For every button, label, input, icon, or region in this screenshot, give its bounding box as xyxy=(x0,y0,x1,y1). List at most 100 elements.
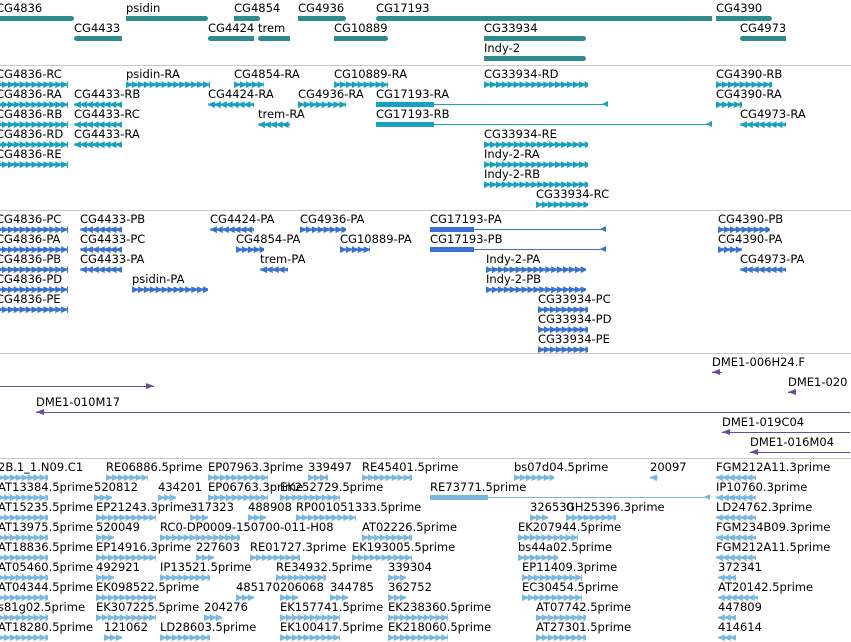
feature-ests[interactable]: RE06886.5prime▶▶▶▶▶▶▶▶ xyxy=(106,461,211,483)
feature-proteins[interactable]: trem-PA ◀◀◀◀◀ xyxy=(260,253,313,275)
feature-ests[interactable]: AT13975.5prime▶▶▶▶▶▶▶▶▶▶ xyxy=(0,521,103,543)
feature-proteins[interactable]: CG10889-PA▶▶▶▶▶▶ xyxy=(340,233,415,255)
feature-ests[interactable]: bs07d04.5prime▶▶▶▶▶▶▶▶ xyxy=(514,461,619,483)
feature-transcripts[interactable]: CG4424-RA◀◀◀◀◀◀◀◀◀ xyxy=(208,88,276,110)
feature-ests[interactable]: LD28603.5prime▶▶▶▶▶▶▶▶▶▶ xyxy=(160,621,265,642)
feature-ests[interactable]: FGM212A11.5prime◀◀◀◀◀◀◀◀ xyxy=(716,541,836,563)
feature-genes[interactable]: trem xyxy=(258,22,290,42)
feature-genes[interactable]: CG10889 xyxy=(334,22,388,42)
feature-ests[interactable]: EP07963.3prime▶▶▶▶▶▶▶▶▶▶▶▶ xyxy=(208,461,313,483)
feature-genes[interactable]: Indy-2 xyxy=(484,42,586,62)
feature-ests[interactable]: AT13384.5prime▶▶▶▶▶▶▶▶▶▶ xyxy=(0,481,103,503)
feature-genes[interactable]: CG4424 xyxy=(208,22,254,42)
feature-ests[interactable]: RE45401.5prime▶▶▶▶▶▶▶▶▶▶ xyxy=(362,461,467,483)
feature-ests[interactable]: RC0-DP0009-150700-011-H08▶▶▶▶▶▶▶▶▶▶▶▶▶▶▶… xyxy=(160,521,348,543)
feature-ests[interactable]: EK207944.5prime▶▶▶▶▶▶▶▶▶▶▶▶ xyxy=(518,521,631,543)
feature-proteins[interactable]: CG4836-PC▶▶▶▶▶▶▶▶▶▶▶▶▶▶ xyxy=(0,213,68,235)
feature-ests[interactable]: EK157741.5prime▶▶▶▶▶▶▶▶▶▶▶▶ xyxy=(280,601,393,623)
feature-proteins[interactable]: CG33934-PC▶▶▶▶▶▶▶▶▶▶ xyxy=(538,293,613,315)
feature-genes[interactable]: CG4854 xyxy=(234,2,280,22)
feature-ests[interactable]: EP21243.3prime▶▶▶▶▶▶▶▶▶▶▶▶ xyxy=(96,501,201,523)
feature-ests[interactable]: 227603 ▶▶▶ xyxy=(196,541,241,563)
feature-genes[interactable]: CG17193 xyxy=(376,2,712,22)
feature-clones[interactable]: DME1-006H24.F xyxy=(712,356,810,376)
feature-ests[interactable]: AT04344.5prime▶▶▶▶▶▶▶▶▶▶ xyxy=(0,581,103,603)
feature-transcripts[interactable]: CG4836-RA▶▶▶▶▶▶▶▶▶▶▶▶▶▶ xyxy=(0,88,68,110)
feature-ests[interactable]: 372341 ◀◀◀ xyxy=(718,561,763,583)
feature-ests[interactable]: AT05460.5prime▶▶▶▶▶▶▶▶▶▶ xyxy=(0,561,103,583)
feature-proteins[interactable]: CG4973-PA◀◀◀◀◀◀◀◀◀ xyxy=(740,253,808,275)
feature-ests[interactable]: 447809 ◀◀◀ xyxy=(718,601,763,623)
feature-ests[interactable]: IP10760.3prime◀◀◀◀◀◀◀◀ xyxy=(716,481,821,503)
feature-ests[interactable]: 204276 ▶▶▶ xyxy=(204,601,249,623)
feature-ests[interactable]: EP14916.3prime▶▶▶▶▶▶▶▶▶▶▶▶ xyxy=(96,541,201,563)
feature-ests[interactable]: 414614 ◀◀◀ xyxy=(718,621,763,642)
feature-ests[interactable]: 344785 ▶▶▶ xyxy=(330,581,375,603)
feature-genes[interactable]: CG4973 xyxy=(740,22,786,42)
feature-transcripts[interactable]: CG17193-RA xyxy=(376,88,608,108)
feature-ests[interactable]: 434201 ▶▶▶ xyxy=(158,481,203,503)
feature-ests[interactable]: AT18836.5prime▶▶▶▶▶▶▶▶▶▶ xyxy=(0,541,103,563)
feature-proteins[interactable]: CG4854-PA ▶▶▶▶▶ xyxy=(236,233,304,255)
feature-transcripts[interactable]: trem-RA ◀◀◀◀◀◀ xyxy=(258,108,311,130)
feature-ests[interactable]: bs44a02.5prime▶▶▶▶▶▶▶▶ xyxy=(518,541,623,563)
feature-clones[interactable]: DME1-016M04 xyxy=(750,436,850,456)
feature-ests[interactable]: s81g02.5prime▶▶▶▶▶▶▶▶▶▶ xyxy=(0,601,96,623)
feature-ests[interactable]: AT07742.5prime▶▶▶▶▶▶▶▶▶▶ xyxy=(536,601,641,623)
feature-ests[interactable]: 326530 ▶▶▶ xyxy=(530,501,575,523)
feature-genes[interactable]: CG33934 xyxy=(484,22,586,42)
feature-proteins[interactable]: CG4390-PA ▶▶▶▶ xyxy=(718,233,786,255)
feature-transcripts[interactable]: CG4836-RE▶▶▶▶▶▶▶▶▶▶▶▶▶▶ xyxy=(0,148,68,170)
feature-transcripts[interactable]: CG4936-RA ▶▶▶▶▶▶▶▶▶ xyxy=(298,88,366,110)
feature-transcripts[interactable]: CG10889-RA ▶▶▶▶▶▶▶▶▶▶ xyxy=(334,68,409,90)
feature-ests[interactable]: AT15235.5prime▶▶▶▶▶▶▶▶▶▶ xyxy=(0,501,103,523)
feature-proteins[interactable]: CG4836-PB▶▶▶▶▶▶▶▶▶▶▶▶▶▶ xyxy=(0,253,68,275)
feature-ests[interactable]: EP06763.3prime▶▶▶▶▶▶▶▶▶▶▶▶ xyxy=(208,481,313,503)
feature-ests[interactable]: 20097 ◀ xyxy=(650,461,688,483)
feature-transcripts[interactable]: CG4390-RA▶▶▶▶▶ xyxy=(716,88,784,110)
feature-proteins[interactable]: Indy-2-PA▶▶▶▶▶▶▶▶▶▶▶▶▶▶▶▶▶▶▶▶ xyxy=(486,253,586,275)
feature-transcripts[interactable]: Indy-2-RB▶▶▶▶▶▶▶▶▶▶▶▶▶▶▶▶▶▶▶▶ xyxy=(484,168,588,190)
feature-ests[interactable]: 339304 ▶▶▶ xyxy=(388,561,433,583)
feature-ests[interactable]: AT20142.5prime◀◀◀◀◀◀◀◀ xyxy=(718,581,823,603)
feature-ests[interactable]: 520049 ▶▶▶ xyxy=(96,521,141,543)
feature-ests[interactable]: 485170 ▶▶▶ xyxy=(236,581,281,603)
feature-ests[interactable]: EK307225.5prime▶▶▶▶▶▶▶▶▶▶▶▶ xyxy=(96,601,209,623)
feature-ests[interactable]: 206068 ▶▶▶ xyxy=(280,581,325,603)
feature-ests[interactable]: EK238360.5prime▶▶▶▶▶▶▶▶▶▶▶▶ xyxy=(388,601,501,623)
feature-ests[interactable]: 520812 ▶▶▶ xyxy=(94,481,139,503)
feature-transcripts[interactable]: psidin-RA▶▶▶▶▶▶▶▶▶▶▶▶▶▶▶▶ xyxy=(126,68,210,90)
feature-ests[interactable]: EK193005.5prime▶▶▶▶▶▶▶▶▶▶▶▶ xyxy=(352,541,465,563)
feature-ests[interactable]: AT18280.5prime▶▶▶▶▶▶▶▶▶▶ xyxy=(0,621,103,642)
feature-transcripts[interactable]: CG4973-RA◀◀◀◀◀◀◀◀◀ xyxy=(740,108,808,130)
feature-transcripts[interactable]: CG4390-RB▶▶▶▶▶▶▶▶▶▶▶ xyxy=(716,68,784,90)
feature-ests[interactable]: EP11409.3prime▶▶▶▶▶▶▶▶▶▶▶▶ xyxy=(522,561,627,583)
feature-transcripts[interactable]: CG4836-RD▶▶▶▶▶▶▶▶▶▶▶▶▶▶ xyxy=(0,128,68,150)
feature-proteins[interactable]: Indy-2-PB▶▶▶▶▶▶▶▶▶▶▶▶▶▶▶▶▶▶▶▶ xyxy=(486,273,586,295)
feature-ests[interactable]: AT27301.5prime▶▶▶▶▶▶▶▶▶▶ xyxy=(536,621,641,642)
feature-transcripts[interactable]: CG4836-RB▶▶▶▶▶▶▶▶▶▶▶▶▶▶ xyxy=(0,108,68,130)
feature-ests[interactable]: 121062 ▶▶▶ xyxy=(104,621,149,642)
feature-ests[interactable]: FGM212A11.3prime◀◀◀◀◀◀◀◀ xyxy=(716,461,836,483)
feature-proteins[interactable]: CG17193-PB xyxy=(430,233,606,253)
feature-transcripts[interactable]: CG33934-RD▶▶▶▶▶▶▶▶▶▶▶▶▶▶▶▶▶▶▶▶ xyxy=(484,68,588,90)
feature-proteins[interactable]: CG33934-PE▶▶▶▶▶▶▶▶▶▶ xyxy=(538,333,613,355)
feature-proteins[interactable]: CG4424-PA ◀◀◀◀◀◀◀◀ xyxy=(210,213,278,235)
feature-ests[interactable]: EK218060.5prime▶▶▶▶▶▶▶▶▶▶▶▶ xyxy=(388,621,501,642)
feature-ests[interactable]: 317323 ▶▶▶ xyxy=(190,501,235,523)
feature-genes[interactable]: CG4433 xyxy=(74,22,122,42)
feature-transcripts[interactable]: CG4433-RC ◀◀◀◀◀◀◀◀◀ xyxy=(74,108,142,130)
feature-transcripts[interactable]: CG33934-RE▶▶▶▶▶▶▶▶▶▶▶▶▶▶▶▶▶▶▶▶ xyxy=(484,128,588,150)
feature-proteins[interactable]: CG4433-PA◀◀◀◀◀◀◀◀ xyxy=(80,253,148,275)
feature-ests[interactable]: 362752 ▶▶▶ xyxy=(388,581,433,603)
feature-ests[interactable]: RE01727.3prime▶▶▶▶▶▶▶▶▶▶ xyxy=(250,541,355,563)
feature-ests[interactable]: IP13521.5prime▶▶▶▶▶▶▶▶▶▶ xyxy=(160,561,265,583)
feature-ests[interactable]: LD24762.3prime◀◀◀◀◀◀◀◀ xyxy=(716,501,821,523)
feature-transcripts[interactable]: CG4433-RA ◀◀◀◀◀◀◀◀◀ xyxy=(74,128,142,150)
feature-proteins[interactable]: CG4433-PB◀◀◀◀◀◀◀◀ xyxy=(80,213,148,235)
feature-proteins[interactable]: CG4433-PC◀◀◀◀◀◀◀◀ xyxy=(80,233,148,255)
feature-ests[interactable]: EK098522.5prime▶▶▶▶▶▶▶▶▶▶▶▶ xyxy=(96,581,209,603)
feature-proteins[interactable]: CG4836-PE▶▶▶▶▶▶▶▶▶▶▶▶▶▶ xyxy=(0,293,68,315)
feature-genes[interactable]: CG4390 xyxy=(716,2,772,22)
feature-ests[interactable]: GH25396.3prime▶▶▶▶▶▶▶▶▶▶ xyxy=(566,501,671,523)
